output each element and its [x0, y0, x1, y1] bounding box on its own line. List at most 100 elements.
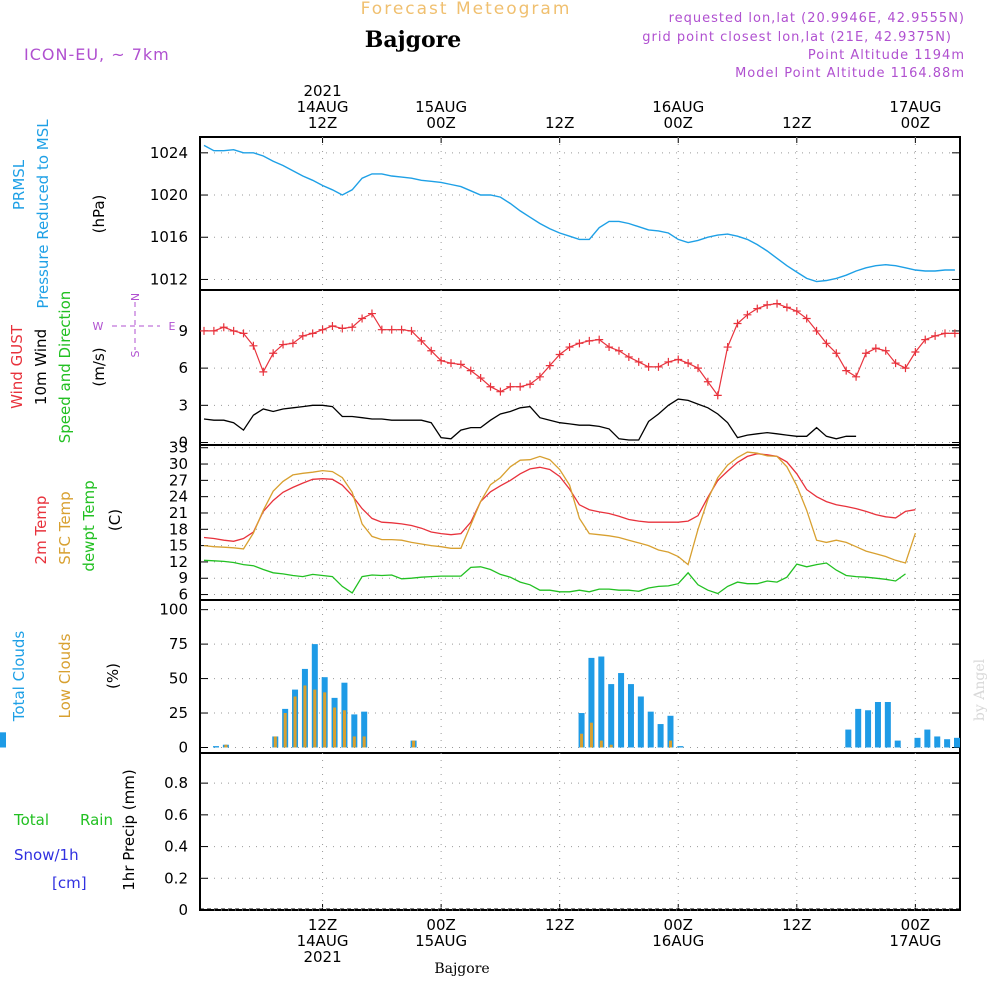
gust-marker [921, 335, 930, 344]
bottom-axis-label: 2021 [303, 948, 341, 966]
bottom-axis-label: 17AUG [889, 932, 941, 950]
temp-ytick-label: 9 [178, 569, 188, 587]
wind-ytick-label: 9 [178, 322, 188, 340]
wind10m-line [203, 398, 857, 441]
low-cloud-bar [323, 692, 327, 748]
total-cloud-bar [874, 702, 881, 748]
top-axis-label: 17AUG [889, 98, 941, 116]
gust-marker [832, 349, 841, 358]
clouds-ytick-label: 50 [169, 670, 188, 688]
gust-marker [614, 346, 623, 355]
gust-marker [684, 359, 693, 368]
gust-marker [674, 355, 683, 364]
wind10m-label: 10m Wind [32, 329, 50, 405]
gust-marker [397, 325, 406, 334]
temp-ytick-label: 12 [169, 553, 188, 571]
total-cloud-bar [608, 684, 615, 748]
temp-ytick-label: 18 [169, 520, 188, 538]
wind-ytick-label: 3 [178, 396, 188, 414]
point-altitude: Point Altitude 1194m [808, 48, 965, 63]
gust-marker [852, 372, 861, 381]
total-cloud-bar [351, 714, 358, 748]
bottom-axis-label: 16AUG [652, 932, 704, 950]
footer-location: Bajgore [434, 961, 489, 977]
low-cloud-bar [589, 722, 593, 748]
dewpt-line [203, 559, 906, 595]
clouds-ytick-label: 75 [169, 635, 188, 653]
gust-marker [782, 303, 791, 312]
top-axis-label: 00Z [426, 114, 455, 132]
precip-total-label: Total [13, 811, 49, 829]
gust-marker [417, 336, 426, 345]
gust-marker [585, 336, 594, 345]
low-cloud-bar [580, 733, 584, 748]
t2m-line [203, 453, 916, 542]
gust-line [204, 302, 955, 397]
gust-marker [249, 341, 258, 350]
bottom-axis-label: 12Z [545, 916, 574, 934]
gust-marker [377, 325, 386, 334]
temp-ytick-label: 27 [169, 471, 188, 489]
low-cloud-bar [303, 685, 307, 748]
compass-e: E [169, 320, 176, 333]
gust-marker [911, 348, 920, 356]
gust-marker [644, 362, 653, 371]
gust-marker [871, 344, 880, 353]
t2m-label: 2m Temp [32, 496, 50, 565]
location-title: Bajgore [365, 27, 461, 53]
model-altitude: Model Point Altitude 1164.88m [735, 66, 965, 81]
gust-marker [753, 304, 762, 313]
temp-ytick-label: 21 [169, 504, 188, 522]
gust-marker [456, 360, 465, 369]
total-cloud-bar [944, 739, 951, 748]
gust-marker [219, 323, 228, 332]
gust-marker [575, 339, 584, 348]
gust-marker [713, 391, 722, 400]
gust-marker [387, 325, 396, 334]
dewpt-label: dewpt Temp [80, 480, 98, 571]
gust-marker [466, 366, 475, 375]
total-cloud-bar [677, 746, 684, 748]
gust-marker [565, 343, 574, 352]
gust-marker [733, 319, 742, 328]
bottom-axis-label: 15AUG [415, 932, 467, 950]
precip-snow-label: Snow/1h [14, 846, 79, 864]
temp-unit-label: (C) [106, 509, 124, 531]
clouds-ytick-label: 25 [169, 704, 188, 722]
gust-marker [279, 340, 288, 349]
credit-watermark: by Angel [972, 658, 988, 721]
gust-marker [842, 366, 851, 375]
gust-marker [595, 335, 604, 344]
bottom-axis-label: 12Z [308, 916, 337, 934]
gust-marker [338, 324, 347, 333]
gust-marker [486, 382, 495, 391]
top-axis-label: 12Z [308, 114, 337, 132]
cloud-unit-label: (%) [104, 663, 122, 689]
total-cloud-bar [598, 656, 605, 748]
total-cloud-bar [924, 729, 931, 748]
top-axis-label: 14AUG [297, 98, 349, 116]
tsfc-label: SFC Temp [56, 491, 74, 564]
wind-speed-dir-label: Speed and Direction [56, 291, 74, 444]
compass-n: N [129, 293, 142, 301]
bottom-axis-label: 00Z [426, 916, 455, 934]
low-cloud-bar [668, 740, 672, 748]
temp-ytick-label: 33 [169, 439, 188, 457]
total-cloud-bar [637, 696, 644, 748]
precip-ytick-label: 0 [178, 901, 188, 919]
low-cloud-bar [352, 736, 356, 748]
total-cloud-bar [657, 724, 664, 748]
precip-ytick-label: 0.4 [164, 838, 188, 856]
total-cloud-bar [934, 736, 941, 748]
low-cloud-bar [273, 736, 277, 748]
requested-coords: requested lon,lat (20.9946E, 42.9555N) [669, 11, 965, 26]
cloud-labels: Total Clouds Low Clouds (%) [10, 631, 122, 723]
gust-marker [861, 349, 870, 358]
gust-marker [200, 326, 208, 335]
gust-marker [535, 372, 544, 381]
temp-labels: 2m Temp SFC Temp dewpt Temp (C) [32, 480, 124, 571]
total-cloud-bar [627, 684, 634, 748]
gust-marker [269, 349, 278, 358]
precip-ytick-label: 0.2 [164, 869, 188, 887]
